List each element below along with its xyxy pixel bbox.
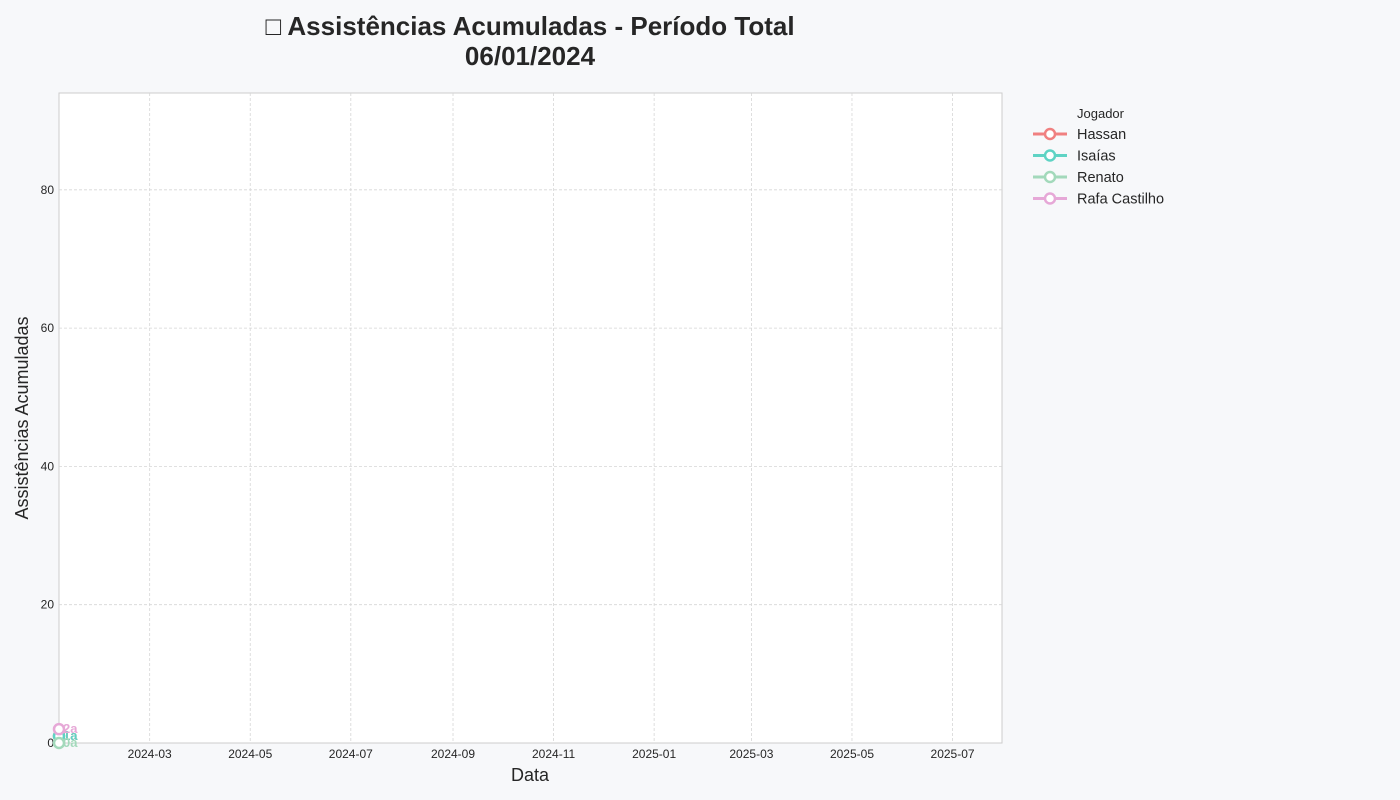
y-tick-label: 80 — [41, 183, 55, 197]
x-tick-label: 2025-05 — [830, 747, 874, 761]
data-label: 0a — [63, 735, 78, 750]
legend-label: Rafa Castilho — [1077, 192, 1164, 208]
legend-marker — [1043, 170, 1057, 184]
x-tick-label: 2025-03 — [729, 747, 773, 761]
legend-label: Hassan — [1077, 127, 1126, 143]
axis-ticks: 2024-03 2024-05 2024-07 2024-09 2024-11 2025-… — [41, 183, 975, 761]
y-tick-label: 60 — [41, 321, 55, 335]
legend-marker — [1043, 192, 1057, 205]
legend-label: Isaías — [1077, 149, 1116, 165]
legend-entries: Hassan Isaías Renato Rafa Castilho — [1033, 127, 1164, 208]
series-2: 0a — [52, 735, 78, 750]
legend-title: Jogador — [1077, 106, 1125, 121]
y-axis-label: Assistências Acumuladas — [12, 316, 32, 519]
x-tick-label: 2024-11 — [532, 747, 575, 761]
grid-lines — [59, 93, 1002, 743]
y-tick-label: 20 — [41, 598, 55, 612]
plot-area — [58, 92, 1003, 744]
legend-item: Isaías — [1033, 149, 1116, 165]
x-tick-label: 2024-07 — [329, 747, 373, 761]
data-label: 1a — [63, 728, 78, 743]
data-point — [52, 722, 66, 736]
x-tick-label: 2025-07 — [931, 747, 975, 761]
y-tick-label: 40 — [41, 459, 55, 473]
legend-item: Hassan — [1033, 127, 1126, 143]
y-tick-label: 0 — [47, 736, 54, 750]
x-tick-label: 2024-03 — [128, 747, 172, 761]
legend-item: Renato — [1033, 170, 1124, 186]
data-label: 2a — [63, 721, 78, 736]
series-3: 2a — [52, 721, 78, 736]
x-axis-label: Data — [511, 765, 550, 785]
chart-subtitle: 06/01/2024 — [465, 41, 596, 71]
x-tick-label: 2024-05 — [228, 747, 272, 761]
legend-label: Renato — [1077, 170, 1124, 186]
data-point — [52, 736, 66, 750]
legend: Jogador Hassan Isaías Renato Rafa Castilho — [1033, 106, 1164, 208]
chart-title: □ Assistências Acumuladas - Período Tota… — [265, 11, 794, 41]
data-label: 1a — [63, 728, 78, 743]
x-tick-label: 2024-09 — [431, 747, 475, 761]
legend-marker — [1043, 149, 1057, 162]
legend-marker — [1043, 127, 1057, 141]
x-tick-label: 2025-01 — [632, 747, 676, 761]
legend-item: Rafa Castilho — [1033, 192, 1164, 208]
